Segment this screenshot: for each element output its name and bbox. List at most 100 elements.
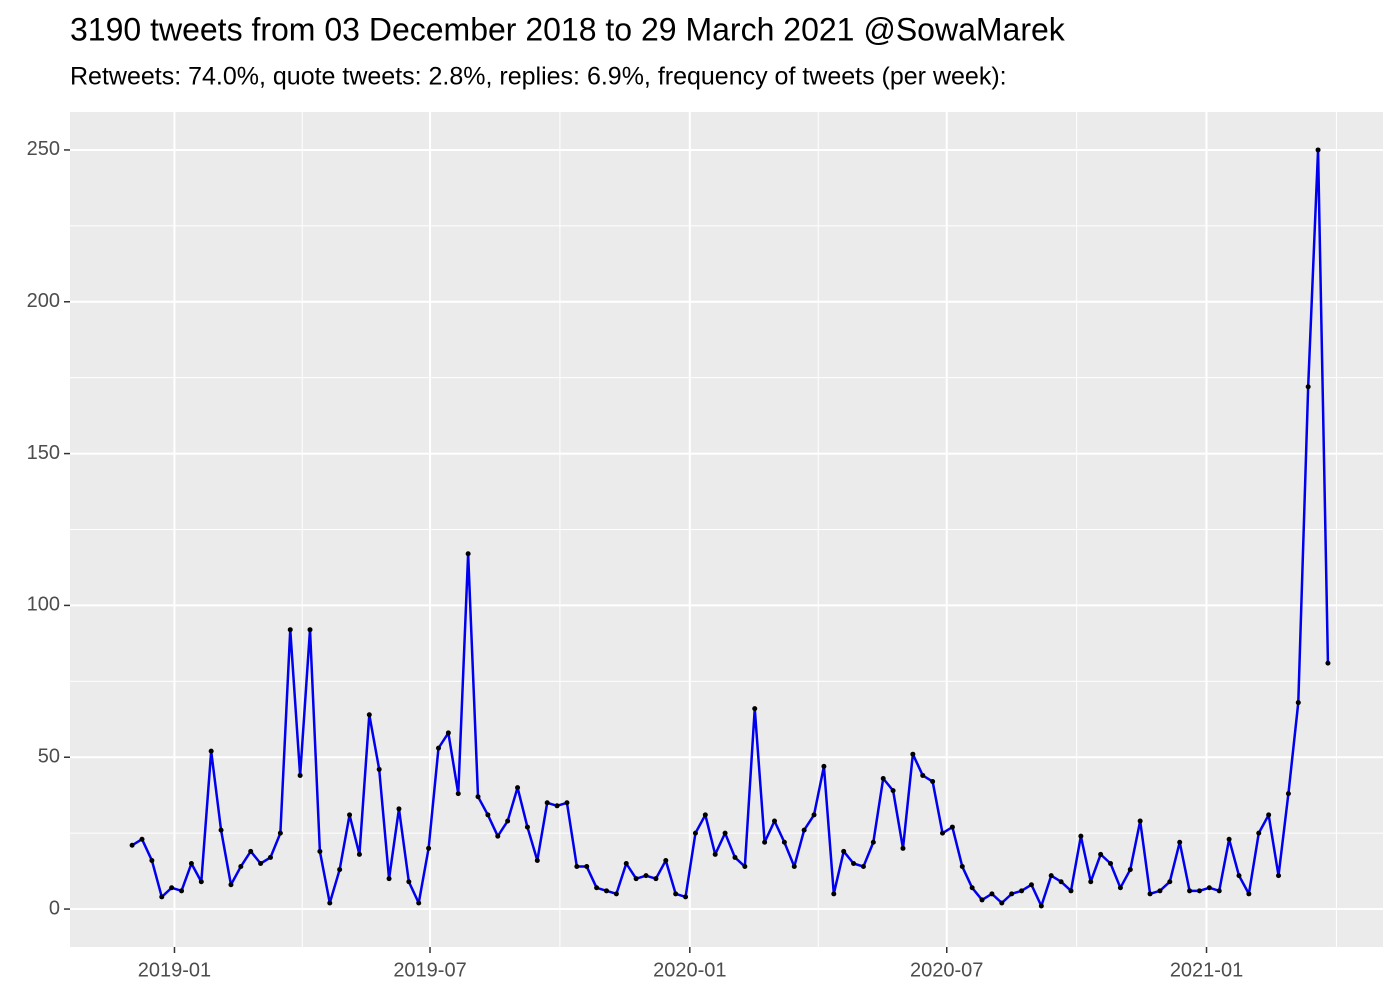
- point: [1137, 818, 1143, 824]
- point: [1009, 891, 1015, 897]
- point: [930, 779, 936, 785]
- point: [307, 627, 313, 633]
- point: [455, 791, 461, 797]
- point: [683, 894, 689, 900]
- point: [811, 812, 817, 818]
- point: [1216, 888, 1222, 894]
- point: [1117, 885, 1123, 891]
- point: [673, 891, 679, 897]
- point: [1285, 791, 1291, 797]
- point: [159, 894, 165, 900]
- point: [1157, 888, 1163, 894]
- point: [337, 867, 343, 873]
- point: [208, 748, 214, 754]
- point: [179, 888, 185, 894]
- y-tick-label: 150: [27, 442, 60, 464]
- point: [317, 848, 323, 854]
- point: [1246, 891, 1252, 897]
- point: [1078, 833, 1084, 839]
- point: [801, 827, 807, 833]
- point: [880, 775, 886, 781]
- point: [347, 812, 353, 818]
- point: [940, 830, 946, 836]
- point: [1147, 891, 1153, 897]
- x-tick-label: 2019-01: [138, 959, 211, 981]
- point: [1058, 879, 1064, 885]
- point: [781, 839, 787, 845]
- chart-subtitle: Retweets: 74.0%, quote tweets: 2.8%, rep…: [70, 63, 1007, 91]
- point: [712, 851, 718, 857]
- point: [999, 900, 1005, 906]
- point: [376, 766, 382, 772]
- point: [979, 897, 985, 903]
- y-tick-label: 0: [49, 897, 60, 919]
- point: [752, 706, 758, 712]
- y-tick-label: 250: [27, 138, 60, 160]
- point: [277, 830, 283, 836]
- point: [465, 551, 471, 557]
- point: [613, 891, 619, 897]
- point: [435, 745, 441, 751]
- point: [149, 857, 155, 863]
- point: [1108, 861, 1114, 866]
- point: [1048, 873, 1054, 879]
- point: [1266, 812, 1272, 818]
- point: [831, 891, 837, 897]
- point: [692, 830, 698, 836]
- point: [959, 864, 965, 870]
- point: [198, 879, 204, 885]
- point: [416, 900, 422, 906]
- point: [584, 864, 590, 870]
- point: [406, 879, 412, 885]
- point: [722, 830, 728, 836]
- point: [267, 854, 273, 860]
- point: [860, 864, 866, 870]
- point: [949, 824, 955, 830]
- point: [969, 885, 975, 891]
- point: [1038, 903, 1044, 909]
- point: [287, 627, 293, 633]
- point: [248, 848, 254, 854]
- point: [702, 812, 708, 818]
- point: [544, 800, 550, 806]
- point: [485, 812, 491, 818]
- point: [1127, 867, 1133, 873]
- point: [663, 857, 669, 863]
- point: [791, 864, 797, 870]
- point: [356, 851, 362, 857]
- x-tick-label: 2020-01: [653, 959, 726, 981]
- point: [870, 839, 876, 845]
- point: [1177, 839, 1183, 845]
- point: [426, 845, 432, 851]
- point: [1167, 879, 1173, 885]
- point: [1068, 888, 1074, 894]
- point: [564, 800, 570, 806]
- point: [821, 763, 827, 769]
- point: [188, 861, 194, 866]
- point: [495, 833, 501, 839]
- point: [1028, 882, 1034, 888]
- point: [1019, 888, 1025, 894]
- x-tick-label: 2020-07: [910, 959, 983, 981]
- point: [1187, 888, 1193, 894]
- point: [762, 839, 768, 845]
- point: [1088, 879, 1094, 885]
- point: [396, 806, 402, 812]
- x-tick-label: 2019-07: [393, 959, 466, 981]
- point: [633, 876, 639, 882]
- point: [890, 788, 896, 794]
- y-tick-label: 100: [27, 594, 60, 616]
- point: [1226, 836, 1232, 842]
- point: [1098, 851, 1104, 857]
- point: [515, 785, 521, 791]
- point: [989, 891, 995, 897]
- point: [218, 827, 224, 833]
- y-tick-label: 200: [27, 290, 60, 312]
- point: [258, 861, 264, 866]
- point: [910, 751, 916, 757]
- point: [732, 854, 738, 860]
- point: [841, 848, 847, 854]
- point: [1325, 660, 1331, 666]
